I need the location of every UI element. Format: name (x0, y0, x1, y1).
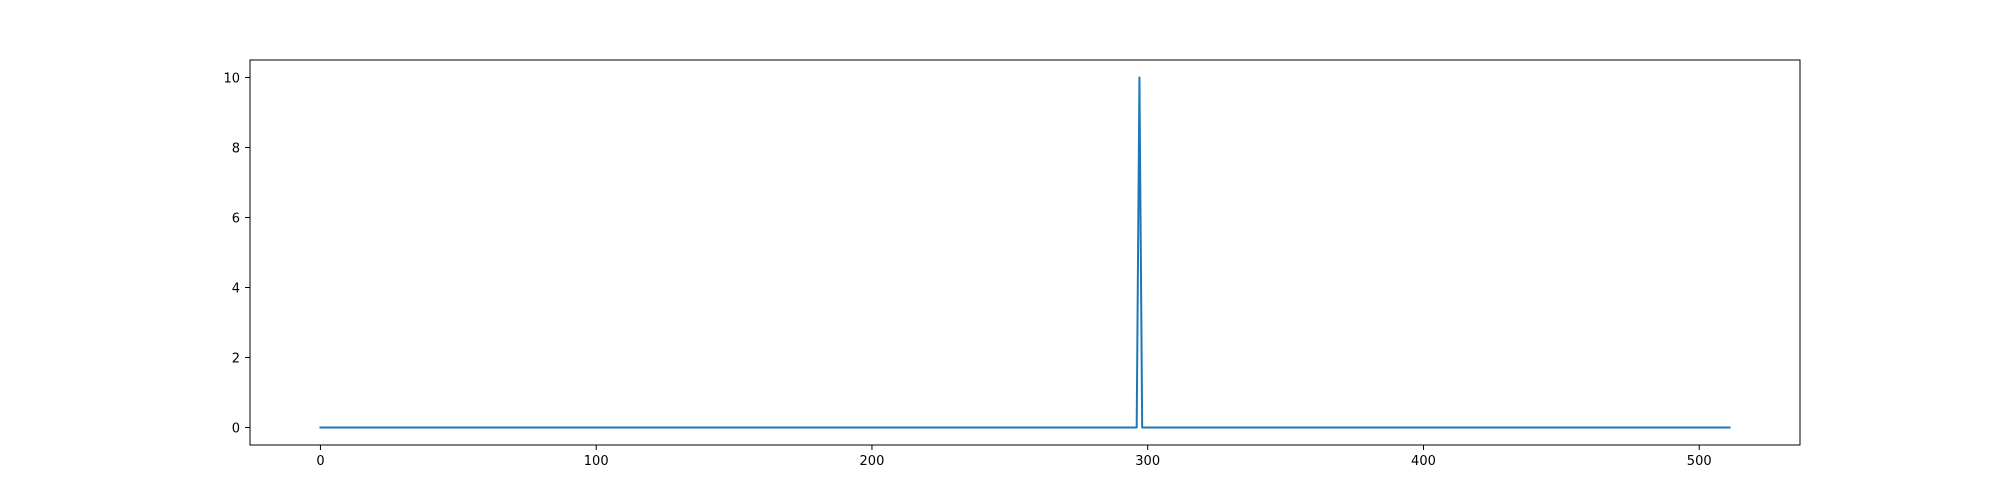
series-layer (319, 76, 1731, 429)
series-line-0 (319, 76, 1731, 429)
y-tick-label: 0 (232, 422, 240, 437)
y-tick-label: 4 (232, 282, 240, 297)
x-tick-label: 200 (860, 454, 885, 469)
x-tick-label: 400 (1411, 454, 1436, 469)
x-axis: 0 100 200 300 400 500 (316, 445, 1712, 469)
y-axis: 0 2 4 6 8 10 (223, 72, 250, 437)
y-tick-label: 10 (223, 72, 240, 87)
plot-frame (249, 59, 1801, 446)
x-tick-label: 0 (316, 454, 324, 469)
x-tick-label: 300 (1135, 454, 1160, 469)
x-tick-label: 500 (1687, 454, 1712, 469)
y-tick-label: 2 (232, 352, 240, 367)
y-tick-label: 6 (232, 212, 240, 227)
x-tick-label: 100 (584, 454, 609, 469)
y-tick-label: 8 (232, 142, 240, 157)
plot-area (250, 60, 1800, 445)
